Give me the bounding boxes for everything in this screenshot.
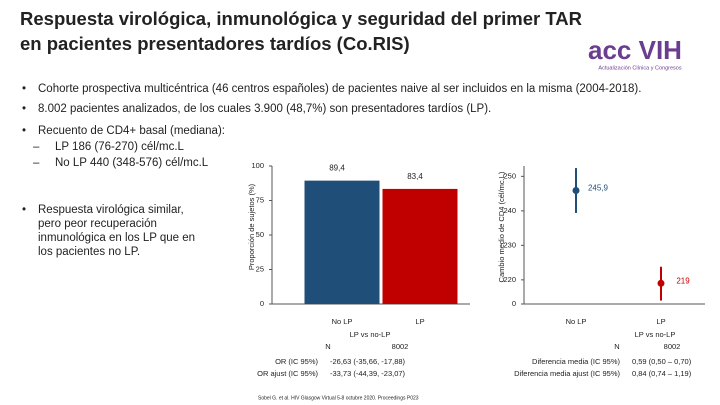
stat-label: OR (IC 95%) — [275, 357, 318, 366]
y-tick-label: 75 — [256, 195, 264, 204]
value-label: 219 — [676, 276, 690, 285]
value-label: 245,9 — [588, 184, 609, 193]
stat-label: Diferencia media ajust (IC 95%) — [514, 369, 620, 378]
conclusion: Respuesta virológica similar, — [38, 204, 184, 216]
n-value: 8002 — [392, 342, 409, 351]
stat-label: OR ajust (IC 95%) — [257, 369, 318, 378]
x-tick-label: LP — [415, 317, 424, 326]
n-label: N — [614, 342, 619, 351]
dash: – — [33, 141, 40, 153]
comparison: LP vs no-LP — [635, 330, 676, 339]
dash: – — [33, 157, 40, 169]
stat-value: 0,84 (0,74 – 1,19) — [632, 369, 692, 378]
logo-sub: Actualización Clínica y Congresos — [598, 65, 681, 71]
bar — [382, 188, 458, 304]
stat-value: -33,73 (-44,39, -23,07) — [330, 369, 406, 378]
title: en pacientes presentadores tardíos (Co.R… — [20, 33, 410, 54]
sub-bullet: No LP 440 (348-576) cél/mc.L — [55, 157, 209, 169]
y-axis-label: Proporción de sujetos (%) — [247, 183, 256, 270]
y-tick-label: 240 — [503, 206, 516, 215]
point — [572, 186, 580, 194]
stat-label: Diferencia media (IC 95%) — [532, 357, 620, 366]
bullet: 8.002 pacientes analizados, de los cuale… — [38, 103, 491, 115]
x-tick-label: No LP — [566, 317, 587, 326]
y-tick-label: 0 — [260, 299, 264, 308]
y-tick-label: 220 — [503, 275, 516, 284]
y-tick-label: 250 — [503, 171, 516, 180]
bullet: Recuento de CD4+ basal (mediana): — [38, 125, 225, 137]
bullet-dot: • — [22, 103, 26, 115]
bullet-dot: • — [22, 125, 26, 137]
logo: acc VIH — [588, 35, 682, 65]
y-tick-label: 230 — [503, 240, 516, 249]
bullet-dot: • — [22, 83, 26, 95]
stat-value: -26,63 (-35,66, -17,88) — [330, 357, 406, 366]
y-axis-label: Cambio medio de CD4 (cél/mc.L) — [497, 171, 506, 282]
bullet: Cohorte prospectiva multicéntrica (46 ce… — [38, 83, 641, 95]
value-label: 89,4 — [329, 164, 345, 173]
bar — [304, 180, 380, 304]
x-tick-label: LP — [656, 317, 665, 326]
conclusion: los pacientes no LP. — [38, 246, 140, 258]
conclusion: pero peor recuperación — [38, 218, 157, 230]
y-tick-label: 0 — [512, 299, 516, 308]
y-tick-label: 50 — [256, 230, 264, 239]
n-label: N — [325, 342, 330, 351]
bullet-dot: • — [22, 204, 26, 216]
conclusion: inmunológica en los LP que en — [38, 232, 195, 244]
point — [657, 279, 665, 287]
n-value: 8002 — [664, 342, 681, 351]
stat-value: 0,59 (0,50 – 0,70) — [632, 357, 692, 366]
comparison: LP vs no-LP — [350, 330, 391, 339]
y-tick-label: 25 — [256, 264, 264, 273]
sub-bullet: LP 186 (76-270) cél/mc.L — [55, 141, 185, 153]
footnote: Sobel G. et al. HIV Glasgow Virtual 5-8 … — [258, 395, 419, 401]
title: Respuesta virológica, inmunológica y seg… — [20, 8, 582, 29]
x-tick-label: No LP — [332, 317, 353, 326]
y-tick-label: 100 — [251, 161, 264, 170]
value-label: 83,4 — [407, 172, 423, 181]
